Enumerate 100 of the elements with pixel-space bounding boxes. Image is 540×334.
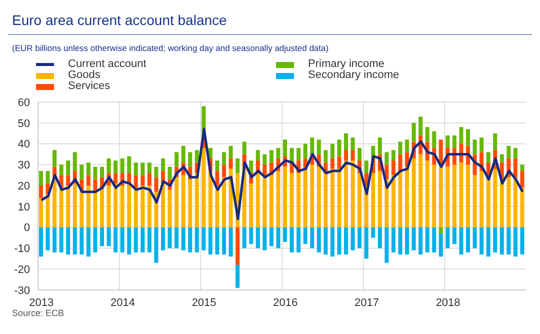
bar [86,227,90,257]
bar [337,140,342,156]
bar [290,227,294,252]
x-tick-label: 2013 [29,296,54,309]
y-tick-label: -10 [14,243,30,256]
bar [134,227,138,252]
bar [154,177,158,192]
bar [337,168,342,228]
bar [296,227,301,252]
bar [371,173,376,228]
bar [438,227,443,234]
bar [446,166,450,228]
bar [188,179,192,228]
bar [398,142,402,154]
bar [86,175,90,186]
bar [127,156,132,174]
bar [59,164,64,176]
bar [384,227,389,263]
bar [236,264,240,288]
x-tick-label: 2017 [354,296,379,309]
bar [222,164,226,178]
bar [472,175,477,228]
bar [114,183,118,228]
bar [181,175,186,228]
bar [378,138,382,154]
bar [452,135,456,148]
bar [324,173,328,228]
bar [303,144,308,158]
bar [154,227,158,263]
bar [486,152,490,163]
bar [114,173,118,184]
bar [350,160,355,228]
bar [147,162,152,174]
bar [106,158,111,174]
bar [391,160,396,176]
bar [283,140,287,156]
bar [100,166,104,178]
bar [208,227,212,254]
bar [52,150,57,167]
bar [513,158,518,178]
bar [168,190,172,228]
bar [215,227,220,254]
bar [480,227,484,254]
x-tick-label: 2016 [273,296,298,309]
bar [276,148,280,158]
bar [330,144,334,158]
y-tick-label: 40 [18,138,30,151]
bar [202,148,206,228]
bar [188,152,192,167]
bar [39,198,43,228]
bar [466,129,470,146]
y-tick-label: 30 [18,160,30,172]
bar [412,122,416,142]
bar [378,170,382,228]
bar [208,170,212,228]
bar [72,183,77,228]
bar [100,188,104,228]
bar [228,146,233,158]
y-tick-label: 0 [24,222,30,234]
bar [378,227,382,248]
bar [330,227,334,257]
bar [134,162,138,176]
bar [262,154,267,165]
bar [350,227,355,250]
bar [256,227,260,248]
bar [493,168,498,228]
bar [303,168,308,228]
y-tick-label: 10 [18,201,30,214]
y-tick-label: 50 [18,118,30,130]
bar [93,192,98,228]
bar [161,227,165,250]
bar [242,227,246,248]
bar [114,160,118,174]
bar [466,227,470,252]
bar [506,227,511,254]
bar [337,156,342,169]
bar [188,227,192,252]
bar [66,227,70,254]
bar [296,148,301,160]
bar [140,186,145,228]
bar [425,160,430,228]
bar [344,150,348,160]
bar [127,183,132,228]
bar [310,138,314,154]
bar [500,179,504,228]
bar [438,234,443,257]
bar [438,140,443,165]
bar [46,170,50,184]
bar [72,152,77,171]
bar [181,146,186,163]
bar [66,160,70,176]
bar [405,227,409,254]
bar [222,177,226,228]
bar [520,170,524,188]
bar [140,162,145,176]
bar [120,186,124,228]
bar [418,227,423,254]
bar [506,177,511,228]
source-note: Source: ECB [11,308,66,318]
bar [86,186,90,228]
